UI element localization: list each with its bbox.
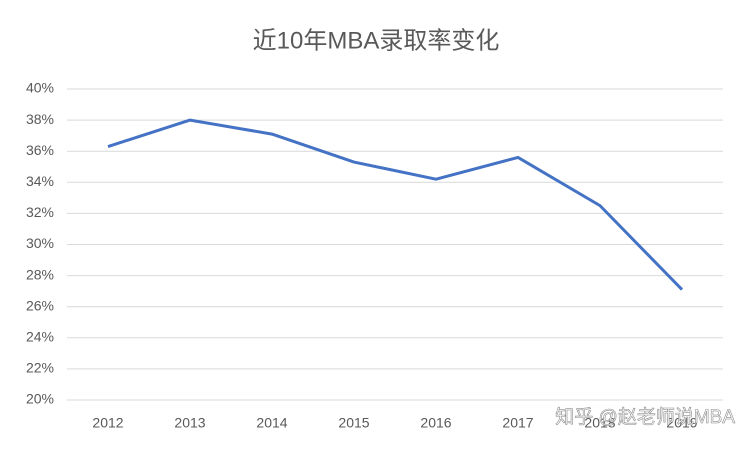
watermark: 知乎 @赵老师说MBA — [555, 406, 735, 428]
y-tick-label: 36% — [26, 142, 54, 158]
y-tick-label: 24% — [26, 329, 54, 345]
y-tick-label: 34% — [26, 173, 54, 189]
x-tick-label: 2018 — [584, 415, 615, 431]
x-tick-label: 2013 — [174, 415, 205, 431]
line-series — [107, 118, 684, 291]
y-tick-label: 32% — [26, 204, 54, 220]
y-tick-label: 38% — [26, 111, 54, 127]
x-tick-label: 2014 — [256, 415, 287, 431]
y-tick-label: 20% — [26, 391, 54, 407]
y-tick-label: 28% — [26, 266, 54, 282]
y-tick-label: 26% — [26, 297, 54, 313]
chart-title: 近10年MBA录取率变化 — [253, 27, 500, 54]
x-tick-label: 2019 — [666, 415, 697, 431]
x-tick-label: 2015 — [338, 415, 369, 431]
y-tick-label: 30% — [26, 235, 54, 251]
x-tick-label: 2017 — [502, 415, 533, 431]
x-tick-label: 2012 — [92, 415, 123, 431]
x-tick-label: 2016 — [420, 415, 451, 431]
y-tick-label: 40% — [26, 80, 54, 96]
y-tick-label: 22% — [26, 360, 54, 376]
